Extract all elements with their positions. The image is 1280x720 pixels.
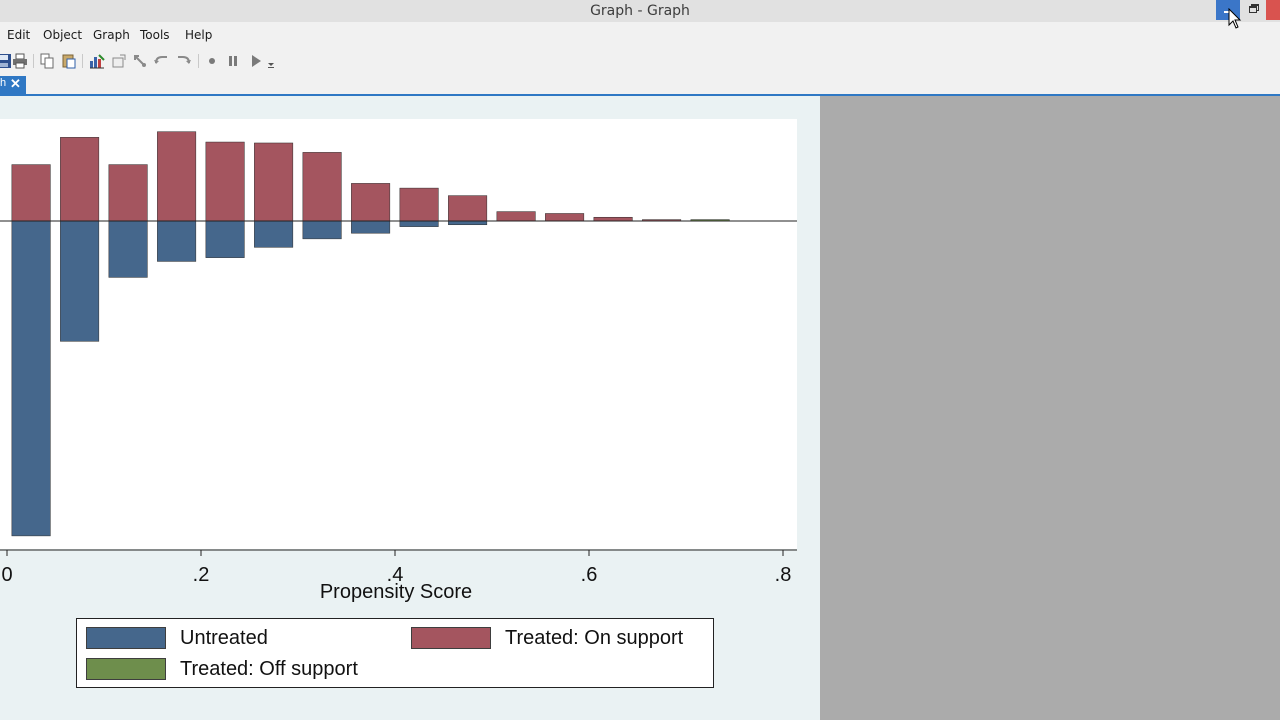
menu-edit[interactable]: Edit bbox=[7, 28, 31, 42]
histogram-chart: 0 .2 .4 .6 .8 bbox=[0, 131, 797, 586]
toolbar-separator bbox=[198, 54, 199, 68]
bar-untreated bbox=[157, 220, 197, 262]
legend-swatch-treated-on bbox=[411, 627, 491, 649]
bar-untreated bbox=[60, 220, 100, 342]
print-icon[interactable] bbox=[12, 53, 28, 69]
legend-label: Treated: On support bbox=[505, 627, 684, 649]
menu-tools[interactable]: Tools bbox=[140, 28, 170, 42]
toolbar-separator bbox=[82, 54, 83, 68]
toolbar bbox=[0, 48, 1280, 74]
x-tick-label: .8 bbox=[775, 564, 792, 586]
bar-untreated bbox=[399, 220, 439, 227]
bar-treated-on-support bbox=[448, 195, 488, 222]
menu-help[interactable]: Help bbox=[185, 28, 213, 42]
bar-treated-on-support bbox=[11, 164, 51, 222]
graph-canvas: 0 .2 .4 .6 .8 Propensity Score Untreated Tre… bbox=[0, 96, 820, 720]
bar-treated-on-support bbox=[399, 187, 439, 222]
menu-object[interactable]: Object bbox=[43, 28, 83, 42]
empty-gray-panel bbox=[820, 96, 1280, 720]
legend-label: Untreated bbox=[180, 627, 268, 649]
bar-treated-on-support bbox=[496, 211, 536, 222]
bar-treated-on-support bbox=[254, 142, 294, 222]
restore-button[interactable] bbox=[1244, 0, 1262, 20]
dropdown-arrow-icon[interactable] bbox=[266, 53, 276, 69]
bar-treated-on-support bbox=[302, 152, 342, 222]
bar-treated-on-support bbox=[593, 216, 633, 222]
close-window-button[interactable] bbox=[1266, 0, 1280, 20]
bar-treated-on-support bbox=[60, 137, 100, 222]
legend-label: Treated: Off support bbox=[180, 658, 358, 680]
bar-untreated bbox=[302, 220, 342, 240]
x-tick-label: .4 bbox=[387, 564, 404, 586]
bar-treated-on-support bbox=[351, 183, 391, 222]
mouse-cursor-icon bbox=[1228, 8, 1242, 29]
x-axis-title: Propensity Score bbox=[319, 581, 473, 603]
pointer-icon[interactable] bbox=[132, 53, 148, 69]
bar-treated-on-support bbox=[157, 131, 197, 222]
x-tick-label: .6 bbox=[581, 564, 598, 586]
copy-icon[interactable] bbox=[39, 53, 55, 69]
record-icon[interactable] bbox=[204, 53, 220, 69]
window-title: Graph - Graph bbox=[590, 3, 690, 19]
bar-untreated bbox=[448, 220, 488, 226]
bar-untreated bbox=[205, 220, 245, 258]
tab-label: h bbox=[0, 77, 7, 89]
redo-icon[interactable] bbox=[176, 53, 192, 69]
bar-untreated bbox=[108, 220, 148, 278]
bar-treated-on-support bbox=[108, 164, 148, 222]
save-icon[interactable] bbox=[0, 53, 12, 69]
bar-untreated bbox=[254, 220, 294, 248]
tab-graph[interactable]: h ✕ bbox=[0, 76, 26, 94]
bar-treated-on-support bbox=[205, 141, 245, 222]
bar-untreated bbox=[11, 220, 51, 537]
legend: Untreated Treated: On support Treated: O… bbox=[76, 618, 714, 688]
close-icon[interactable]: ✕ bbox=[10, 76, 21, 91]
undo-icon[interactable] bbox=[153, 53, 169, 69]
x-tick-label: 0 bbox=[1, 564, 12, 586]
tab-strip: h ✕ bbox=[0, 74, 1280, 96]
legend-swatch-untreated bbox=[86, 627, 166, 649]
x-tick-label: .2 bbox=[193, 564, 210, 586]
bar-treated-on-support bbox=[545, 213, 585, 222]
pause-icon[interactable] bbox=[225, 53, 241, 69]
menu-bar: Edit Object Graph Tools Help bbox=[0, 22, 1280, 48]
select-icon[interactable] bbox=[111, 53, 127, 69]
bar-untreated bbox=[351, 220, 391, 234]
toolbar-separator bbox=[33, 54, 34, 68]
play-icon[interactable] bbox=[248, 53, 264, 69]
title-bar: Graph - Graph bbox=[0, 0, 1280, 22]
paste-icon[interactable] bbox=[61, 53, 77, 69]
menu-graph[interactable]: Graph bbox=[93, 28, 130, 42]
legend-swatch-treated-off bbox=[86, 658, 166, 680]
graph-editor-icon[interactable] bbox=[89, 53, 105, 69]
